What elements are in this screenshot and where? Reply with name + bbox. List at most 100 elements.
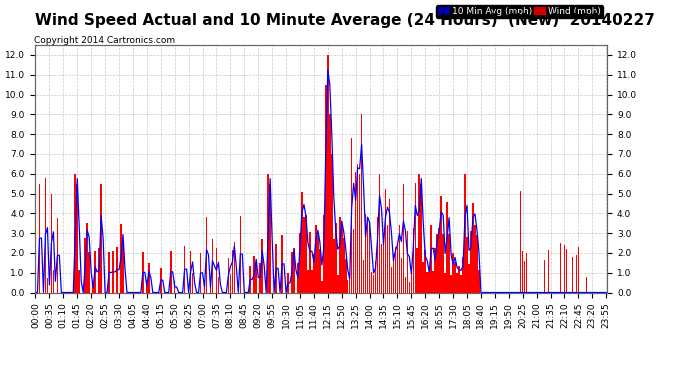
Bar [464,174,466,292]
Bar [99,248,100,292]
Bar [327,55,328,292]
Bar [351,138,353,292]
Bar [255,262,257,292]
Bar [184,246,186,292]
Bar [365,214,366,292]
Bar [313,254,315,292]
Bar [52,270,55,292]
Bar [39,184,40,292]
Bar [333,239,335,292]
Bar [436,234,438,292]
Bar [275,244,277,292]
Bar [404,277,406,292]
Bar [250,266,251,292]
Bar [415,183,416,292]
Bar [399,225,400,292]
Bar [112,251,114,292]
Bar [424,250,426,292]
Bar [88,252,90,292]
Bar [262,239,263,292]
Bar [417,248,418,292]
Bar [301,192,303,292]
Text: Copyright 2014 Cartronics.com: Copyright 2014 Cartronics.com [34,36,176,45]
Bar [460,275,462,292]
Bar [160,268,161,292]
Bar [210,282,211,292]
Bar [363,260,364,292]
Bar [446,202,448,292]
Bar [566,249,567,292]
Bar [391,267,392,292]
Bar [79,270,80,292]
Bar [122,245,124,292]
Bar [444,273,446,292]
Bar [571,257,573,292]
Bar [317,235,319,292]
Bar [43,291,44,292]
Bar [431,225,432,292]
Bar [232,251,233,292]
Bar [411,266,412,292]
Bar [393,255,394,292]
Bar [307,270,308,292]
Bar [385,189,386,292]
Bar [524,261,526,292]
Bar [420,184,422,292]
Bar [544,261,545,292]
Bar [367,220,368,292]
Bar [395,247,396,292]
Bar [303,217,305,292]
Bar [578,247,579,292]
Bar [422,262,424,292]
Bar [253,256,255,292]
Bar [204,282,206,292]
Bar [408,282,410,292]
Bar [230,274,231,292]
Bar [190,251,191,292]
Bar [108,252,110,292]
Bar [433,271,434,292]
Bar [77,184,78,292]
Bar [282,235,283,292]
Bar [401,258,402,292]
Bar [309,232,310,292]
Bar [353,229,355,292]
Bar [319,249,321,292]
Bar [321,281,323,292]
Bar [474,225,476,292]
Bar [174,281,175,292]
Bar [349,278,351,292]
Bar [311,270,313,292]
Bar [267,174,269,292]
Bar [388,199,391,292]
Bar [341,225,342,292]
Bar [323,214,324,292]
Bar [586,277,587,292]
Bar [57,218,58,292]
Bar [343,238,344,292]
Bar [526,254,527,292]
Bar [373,274,375,292]
Bar [359,174,360,292]
Bar [212,239,213,292]
Bar [456,273,458,292]
Bar [357,164,358,292]
Bar [50,194,52,292]
Bar [206,217,207,292]
Bar [469,264,470,292]
Bar [47,278,48,292]
Bar [375,261,376,292]
Bar [476,234,477,292]
Bar [291,252,293,292]
Bar [435,248,436,292]
Bar [75,174,76,292]
Bar [120,224,122,292]
Bar [192,273,193,292]
Bar [368,224,371,292]
Bar [329,114,331,292]
Bar [397,243,398,292]
Bar [520,191,522,292]
Bar [564,245,565,292]
Bar [381,244,382,292]
Bar [315,225,317,292]
